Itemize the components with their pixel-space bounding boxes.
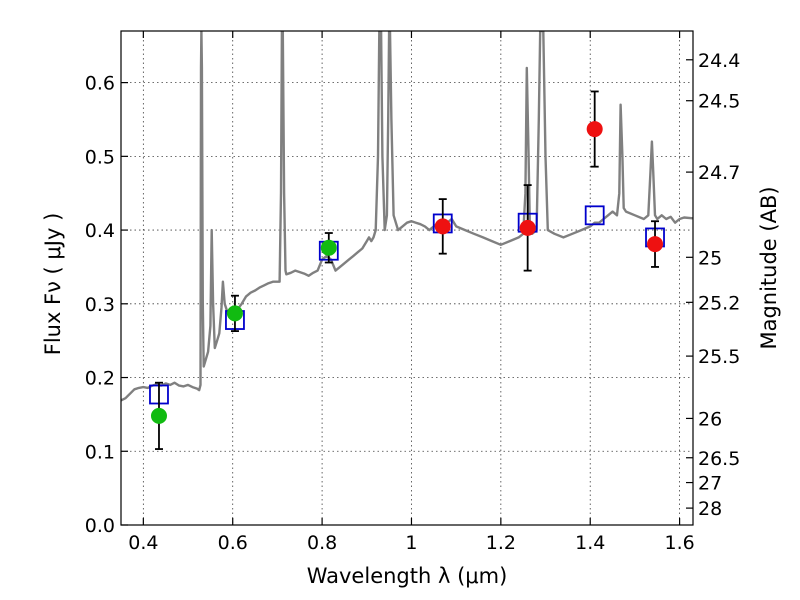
observed-nir-point xyxy=(434,218,451,235)
y2-tick-label: 27 xyxy=(698,473,722,495)
y2-tick-label: 25.5 xyxy=(698,346,740,368)
y2-tick-label: 26.5 xyxy=(698,448,740,470)
y-tick-label: 0.1 xyxy=(85,441,115,463)
y-tick-label: 0.3 xyxy=(85,294,115,316)
plot-area xyxy=(121,31,693,402)
markers xyxy=(149,90,665,450)
y2-tick-label: 28 xyxy=(698,498,722,520)
observed-nir-point xyxy=(647,236,664,253)
x-tick-label: 1.6 xyxy=(664,532,694,554)
y-tick-label: 0.0 xyxy=(85,515,115,537)
observed-optical-point xyxy=(320,239,337,256)
y2-tick-label: 25 xyxy=(698,247,722,269)
y-tick-label: 0.5 xyxy=(85,146,115,168)
observed-nir-point xyxy=(586,121,603,138)
y-axis-title: Flux Fν ( μJy ) xyxy=(41,213,65,356)
x-tick-label: 1.4 xyxy=(575,532,605,554)
y-tick-label: 0.6 xyxy=(85,73,115,95)
y2-tick-label: 24.7 xyxy=(698,162,740,184)
y-tick-label: 0.2 xyxy=(85,368,115,390)
observed-optical-point xyxy=(226,305,243,322)
grid xyxy=(121,31,693,526)
x-tick-label: 1.2 xyxy=(486,532,516,554)
y2-axis-title: Magnitude (AB) xyxy=(757,186,781,349)
x-tick-label: 0.4 xyxy=(128,532,158,554)
x-tick-label: 0.8 xyxy=(307,532,337,554)
y-tick-label: 0.4 xyxy=(85,220,115,242)
spectrum-line xyxy=(121,31,693,402)
y2-tick-label: 25.2 xyxy=(698,292,740,314)
y2-tick-label: 26 xyxy=(698,408,722,430)
x-tick-label: 0.6 xyxy=(218,532,248,554)
observed-optical-point xyxy=(150,407,167,424)
model-square xyxy=(584,205,605,226)
y2-tick-label: 24.5 xyxy=(698,91,740,113)
observed-nir-point xyxy=(519,219,536,236)
plot-frame xyxy=(120,30,694,526)
axes: 0.4 0.6 0.8 1 1.2 1.4 1.6 0.0 0.1 0.2 0.3 0.4 0.5 0.6… xyxy=(85,30,740,554)
x-axis-title: Wavelength λ (μm) xyxy=(307,564,508,588)
y2-tick-label: 24.4 xyxy=(698,50,740,72)
x-tick-label: 1 xyxy=(405,532,417,554)
